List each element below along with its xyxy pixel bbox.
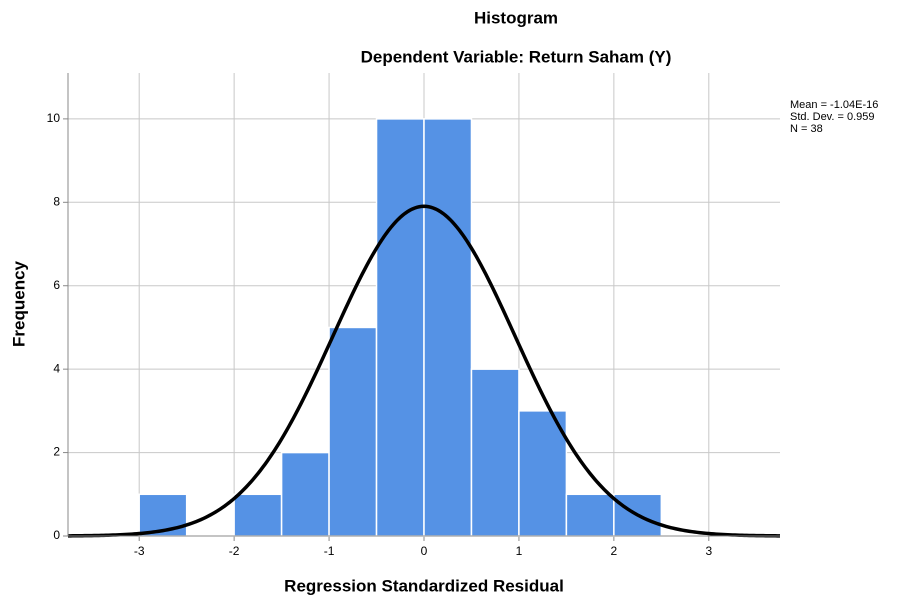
bar (518, 410, 568, 537)
x-axis-label: Regression Standardized Residual (284, 576, 564, 595)
bar (233, 493, 283, 537)
x-tick-label: -2 (229, 544, 240, 558)
y-tick-label: 6 (53, 278, 60, 292)
y-tick-label: 0 (53, 528, 60, 542)
bar (565, 493, 615, 537)
x-tick-label: -1 (324, 544, 335, 558)
bar (280, 451, 330, 537)
bar (375, 118, 425, 537)
x-tick-label: -3 (134, 544, 145, 558)
stat-label: Std. Dev. = 0.959 (790, 111, 875, 123)
y-tick-label: 8 (53, 194, 60, 208)
x-tick-label: 1 (516, 544, 523, 558)
stat-label: Mean = -1.04E-16 (790, 99, 878, 111)
stat-label: N = 38 (790, 123, 823, 135)
normal-curve (67, 204, 781, 538)
y-tick-label: 10 (47, 111, 61, 125)
bar (328, 326, 378, 537)
chart-title: Histogram (474, 8, 558, 27)
x-tick-label: 2 (611, 544, 618, 558)
y-tick-label: 2 (53, 445, 60, 459)
x-tick-label: 0 (421, 544, 428, 558)
x-tick-label: 3 (705, 544, 712, 558)
chart-subtitle: Dependent Variable: Return Saham (Y) (361, 47, 672, 66)
y-tick-label: 4 (53, 361, 60, 375)
bar (470, 368, 520, 537)
bar (423, 118, 473, 537)
y-axis-label: Frequency (9, 260, 28, 347)
